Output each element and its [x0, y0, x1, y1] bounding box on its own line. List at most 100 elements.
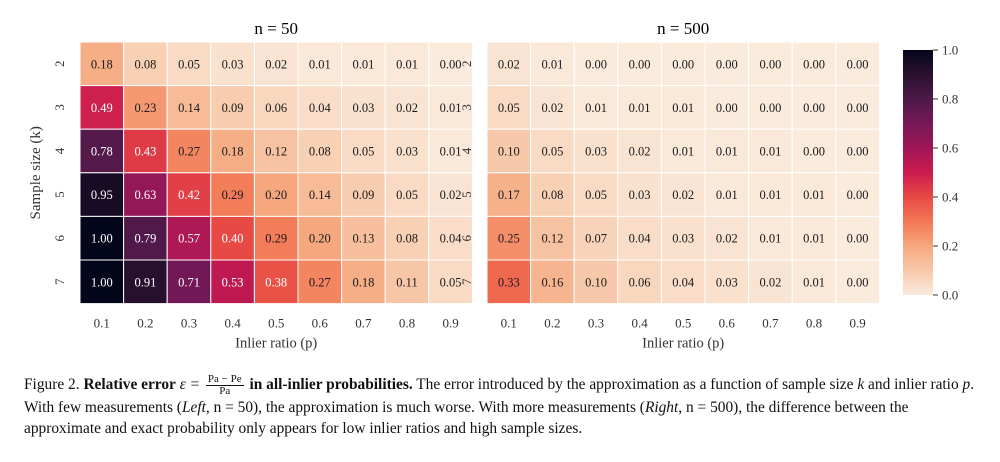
cell-value-label: 0.16 — [541, 275, 563, 289]
cell-value-label: 0.04 — [309, 101, 332, 115]
cell-value-label: 0.12 — [265, 145, 287, 159]
colorbar-tick-label: 0.0 — [942, 288, 958, 303]
panel-title: n = 50 — [254, 19, 298, 38]
caption-eq-lhs: ε = — [179, 376, 201, 394]
heatmap-cell — [428, 259, 473, 305]
y-tick-label: 7 — [459, 278, 474, 285]
cell-value-label: 0.00 — [440, 57, 462, 71]
cell-value-label: 0.00 — [585, 57, 607, 71]
cell-value-label: 0.01 — [309, 57, 331, 71]
cell-value-label: 0.00 — [716, 57, 738, 71]
heatmap-cell — [123, 128, 168, 174]
cell-value-label: 0.08 — [396, 232, 418, 246]
heatmap-cell — [791, 172, 837, 217]
cell-value-label: 0.00 — [803, 101, 825, 115]
heatmap-cell — [341, 215, 386, 261]
cell-value-label: 0.08 — [309, 145, 331, 159]
heatmap-cell — [791, 41, 837, 87]
heatmap-cell — [573, 172, 619, 217]
heatmap-cell — [341, 172, 386, 217]
cell-value-label: 0.03 — [222, 57, 244, 71]
y-tick-label: 5 — [459, 191, 474, 198]
cell-value-label: 0.43 — [134, 145, 156, 159]
cell-value-label: 0.07 — [585, 232, 607, 246]
cell-value-label: 0.79 — [134, 232, 156, 246]
heatmap-cell — [384, 128, 430, 174]
cell-value-label: 0.02 — [672, 188, 694, 202]
heatmap-panel-1: n = 50 0.18 0.08 0.05 0.03 0.02 0.01 0.01 0.01 0.… — [28, 19, 473, 352]
cell-value-label: 0.02 — [498, 57, 520, 71]
caption-left: Left — [181, 399, 206, 416]
y-axis-label: Sample size (k) — [28, 126, 44, 219]
x-tick-label: 0.9 — [849, 316, 865, 331]
cell-value-label: 0.05 — [440, 275, 462, 289]
cell-value-label: 0.08 — [541, 188, 563, 202]
heatmap-cell — [166, 172, 212, 217]
cell-value-label: 0.00 — [847, 232, 869, 246]
x-tick-label: 0.2 — [544, 316, 560, 331]
cell-value-label: 0.00 — [847, 145, 869, 159]
cell-value-label: 0.18 — [91, 57, 113, 71]
cell-value-label: 0.04 — [440, 232, 463, 246]
cell-value-label: 0.05 — [396, 188, 418, 202]
cell-value-label: 0.01 — [716, 188, 738, 202]
cell-value-label: 0.01 — [759, 232, 781, 246]
cell-value-label: 0.05 — [352, 145, 374, 159]
heatmap-cell — [486, 85, 532, 130]
colorbar-tick-label: 1.0 — [942, 43, 958, 58]
heatmap-cell — [79, 215, 125, 261]
heatmap-cell — [617, 128, 662, 174]
heatmap-cell — [123, 41, 168, 87]
cell-value-label: 0.00 — [716, 101, 738, 115]
cell-value-label: 0.02 — [396, 101, 418, 115]
cell-value-label: 0.00 — [803, 145, 825, 159]
cell-value-label: 0.63 — [134, 188, 156, 202]
heatmap-cell — [123, 215, 168, 261]
x-tick-label: 0.7 — [355, 316, 372, 331]
cell-value-label: 0.08 — [134, 57, 156, 71]
x-tick-label: 0.3 — [181, 316, 197, 331]
cell-value-label: 0.29 — [265, 232, 287, 246]
x-axis-label: Inlier ratio (p) — [642, 336, 724, 352]
fraction-denominator: Pa — [219, 385, 231, 397]
heatmap-cell — [297, 215, 343, 261]
y-tick-label: 4 — [459, 147, 474, 154]
caption-n500: , n = 500), the difference between the a… — [24, 399, 909, 437]
caption-n50: , n = 50), the approximation is much wor… — [205, 399, 645, 416]
heatmap-cell — [79, 172, 125, 217]
cell-value-label: 0.00 — [847, 57, 869, 71]
cell-value-label: 0.00 — [629, 57, 651, 71]
cell-value-label: 0.01 — [759, 188, 781, 202]
heatmap-cell — [297, 85, 343, 130]
cell-value-label: 0.11 — [396, 275, 417, 289]
cell-value-label: 0.01 — [759, 145, 781, 159]
heatmap-cell — [428, 215, 473, 261]
cell-value-label: 0.05 — [585, 188, 607, 202]
heatmap-cell — [791, 259, 837, 305]
cell-value-label: 0.57 — [178, 232, 200, 246]
cell-value-label: 0.01 — [672, 101, 694, 115]
x-tick-label: 0.9 — [442, 316, 458, 331]
heatmap-cell — [573, 259, 619, 305]
x-tick-label: 0.1 — [501, 316, 517, 331]
cell-value-label: 0.04 — [629, 232, 652, 246]
cell-value-label: 0.20 — [265, 188, 287, 202]
cell-value-label: 0.01 — [585, 101, 607, 115]
cell-value-label: 0.00 — [847, 275, 869, 289]
cell-value-label: 0.29 — [222, 188, 244, 202]
cell-value-label: 0.02 — [759, 275, 781, 289]
heatmap-cell — [384, 172, 430, 217]
heatmap-cell — [704, 128, 750, 174]
heatmap-cell — [791, 128, 837, 174]
heatmap-cell — [573, 128, 619, 174]
x-tick-label: 0.2 — [137, 316, 153, 331]
cell-value-label: 0.01 — [352, 57, 374, 71]
cell-value-label: 0.06 — [629, 275, 651, 289]
heatmap-cell — [704, 259, 750, 305]
heatmap-cell — [253, 85, 299, 130]
heatmap-cell — [748, 259, 793, 305]
cell-value-label: 0.27 — [309, 275, 331, 289]
x-tick-label: 0.5 — [268, 316, 284, 331]
cell-value-label: 0.04 — [672, 275, 695, 289]
heatmap-cell — [79, 41, 125, 87]
